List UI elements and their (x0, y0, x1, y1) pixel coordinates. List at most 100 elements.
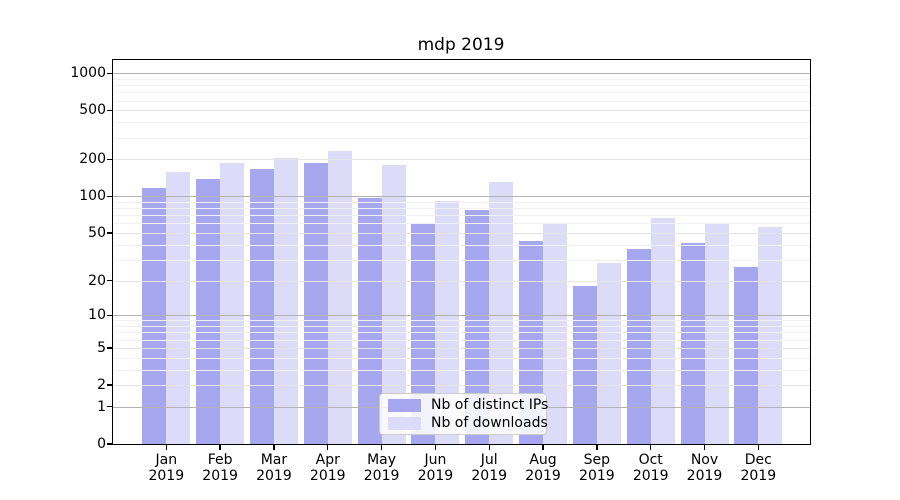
ytick-mark-1000 (107, 72, 112, 74)
ytick-label-1000: 1000 (70, 65, 106, 82)
gridline-minor-30 (113, 259, 810, 261)
xtick-mark-apr (327, 445, 329, 450)
gridline-minor-80 (113, 208, 810, 210)
bar-dl-nov (704, 224, 729, 444)
xtick-label-oct: Oct 2019 (619, 452, 683, 484)
gridline-20 (113, 280, 810, 282)
xtick-year: 2019 (686, 468, 723, 484)
ytick-mark-100 (107, 195, 112, 198)
bar-ips-feb (196, 178, 221, 444)
xtick-year: 2019 (363, 468, 400, 484)
xtick-label-jun: Jun 2019 (403, 452, 467, 484)
ytick-mark-0 (107, 443, 112, 445)
xtick-year: 2019 (202, 468, 238, 484)
gridline-100 (113, 196, 810, 198)
ytick-mark-2 (107, 384, 112, 386)
ytick-label-1: 1 (97, 398, 106, 415)
gridline-minor-40 (113, 244, 810, 246)
gridline-5 (113, 347, 810, 349)
bar-ips-sep (572, 286, 597, 444)
gridline-10 (113, 315, 810, 317)
bar-dl-mar (273, 158, 298, 444)
xtick-label-feb: Feb 2019 (188, 452, 252, 484)
gridline-minor-300 (113, 137, 810, 139)
xtick-year: 2019 (525, 468, 561, 484)
xtick-year: 2019 (579, 468, 615, 484)
xtick-month: Apr (315, 452, 340, 468)
xtick-mark-jun (434, 445, 437, 450)
xtick-label-may: May 2019 (350, 452, 414, 484)
legend-label-distinct-ips: Nb of distinct IPs (431, 397, 549, 413)
xtick-mark-may (380, 445, 383, 450)
xtick-month: Aug (529, 452, 557, 468)
bar-ips-mar (249, 169, 274, 444)
xtick-month: Nov (690, 452, 719, 468)
bar-dl-sep (596, 263, 621, 444)
gridline-minor-600 (113, 100, 810, 102)
gridline-minor-400 (113, 122, 810, 124)
xtick-label-apr: Apr 2019 (296, 452, 360, 484)
gridline-50 (113, 233, 810, 235)
ytick-label-50: 50 (88, 225, 106, 242)
xtick-month: May (367, 452, 397, 468)
ytick-label-20: 20 (88, 272, 106, 289)
xtick-year: 2019 (148, 468, 185, 484)
gridline-minor-90 (113, 201, 810, 203)
ytick-label-100: 100 (79, 188, 106, 205)
xtick-month: Mar (260, 452, 288, 468)
ytick-label-200: 200 (79, 151, 106, 168)
gridline-minor-60 (113, 223, 810, 225)
gridline-minor-900 (113, 78, 810, 80)
xtick-month: Feb (207, 452, 233, 468)
xtick-month: Oct (638, 452, 663, 468)
xtick-year: 2019 (632, 468, 669, 484)
xtick-month: Jun (424, 452, 447, 468)
xtick-month: Sep (583, 452, 611, 468)
ytick-label-500: 500 (79, 102, 106, 119)
xtick-mark-sep (596, 445, 598, 450)
ytick-mark-500 (107, 109, 112, 112)
gridline-500 (113, 110, 810, 112)
bar-dl-dec (758, 227, 783, 444)
xtick-label-nov: Nov 2019 (673, 452, 737, 484)
bar-ips-oct (626, 248, 651, 444)
legend: Nb of distinct IPs Nb of downloads (379, 393, 548, 435)
legend-label-downloads: Nb of downloads (431, 415, 548, 431)
xtick-year: 2019 (740, 468, 777, 484)
bar-ips-apr (303, 162, 328, 444)
gridline-minor-6 (113, 339, 810, 341)
xtick-mark-jan (165, 445, 167, 450)
xtick-mark-nov (703, 445, 706, 450)
legend-swatch-distinct-ips (388, 398, 421, 412)
bar-ips-dec (734, 267, 759, 444)
ytick-mark-5 (107, 347, 112, 349)
bar-dl-feb (220, 163, 245, 444)
legend-item-downloads: Nb of downloads (388, 416, 548, 430)
gridline-minor-9 (113, 320, 810, 322)
ytick-mark-10 (107, 314, 112, 317)
ytick-mark-200 (107, 158, 112, 161)
legend-swatch-downloads (388, 416, 421, 430)
ytick-mark-1 (107, 406, 112, 408)
gridline-minor-70 (113, 215, 810, 217)
chart-title: mdp 2019 (417, 35, 505, 55)
legend-item-distinct-ips: Nb of distinct IPs (388, 398, 548, 412)
xtick-year: 2019 (309, 468, 346, 484)
xtick-year: 2019 (417, 468, 454, 484)
xtick-label-jul: Jul 2019 (457, 452, 521, 484)
bar-dl-oct (650, 217, 675, 444)
xtick-mark-feb (219, 445, 221, 450)
gridline-minor-8 (113, 326, 810, 328)
bar-ips-nov (680, 243, 705, 444)
xtick-label-sep: Sep 2019 (565, 452, 629, 484)
xtick-mark-jul (488, 445, 490, 450)
xtick-month: Jan (155, 452, 178, 468)
gridline-minor-4 (113, 357, 810, 359)
gridline-1000 (113, 73, 810, 75)
xtick-mark-dec (757, 445, 759, 450)
ytick-mark-20 (107, 279, 112, 282)
gridline-2 (113, 385, 810, 387)
xtick-label-jan: Jan 2019 (134, 452, 198, 484)
xtick-mark-oct (649, 445, 652, 450)
